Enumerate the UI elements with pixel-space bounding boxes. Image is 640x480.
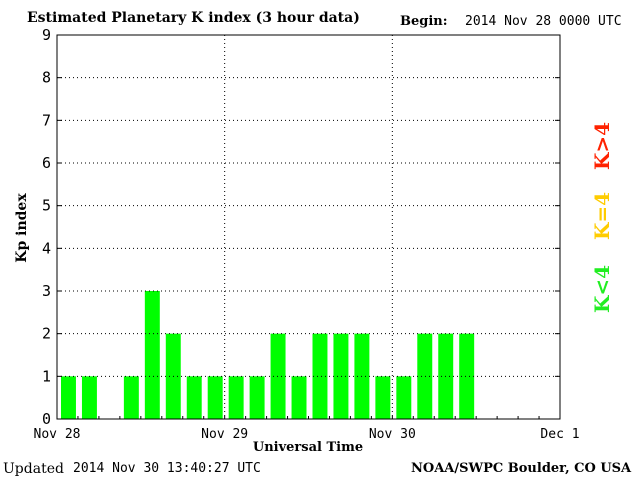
y-tick-label: 6 [42,154,51,172]
kp-bar [375,376,391,419]
kp-bar [123,376,139,419]
legend-k-less-4: K<4 [590,264,614,313]
y-tick-label: 2 [42,325,51,343]
kp-bar [61,376,76,419]
legend-k-equal-4: K=4 [590,191,614,240]
y-tick-label: 8 [42,69,51,87]
kp-bar [291,376,307,419]
y-tick-label: 7 [42,111,51,129]
updated-label: Updated [3,461,64,477]
kp-bar [459,333,475,419]
kp-bar [144,291,160,419]
chart-title: Estimated Planetary K index (3 hour data… [27,10,360,26]
updated-timestamp: 2014 Nov 30 13:40:27 UTC [73,461,261,476]
x-tick-label: Nov 29 [201,427,248,442]
x-axis-label: Universal Time [252,440,364,455]
kp-bar [207,376,223,419]
x-tick-label: Nov 28 [34,427,81,442]
y-tick-label: 4 [42,239,51,257]
y-tick-label: 9 [42,26,51,44]
begin-value: 2014 Nov 28 0000 UTC [465,14,622,29]
x-tick-label: Dec 1 [540,427,579,442]
y-tick-label: 0 [42,410,51,428]
kp-bar [312,333,328,419]
y-axis-label: Kp index [14,193,30,263]
kp-bar [228,376,244,419]
y-tick-label: 3 [42,282,51,300]
kp-bar [333,333,349,419]
begin-label: Begin: [400,14,448,29]
kp-bar [417,333,433,419]
plot-frame [56,34,561,420]
y-tick-label: 5 [42,197,51,215]
kp-bar [81,376,97,419]
credit-line: NOAA/SWPC Boulder, CO USA [411,461,632,476]
x-tick-label: Nov 30 [369,427,416,442]
kp-bar [186,376,202,419]
kp-bar [396,376,412,419]
kp-bar [249,376,265,419]
kp-bar [270,333,286,419]
y-tick-label: 1 [42,367,51,385]
legend-k-greater-4: K>4 [590,121,614,170]
